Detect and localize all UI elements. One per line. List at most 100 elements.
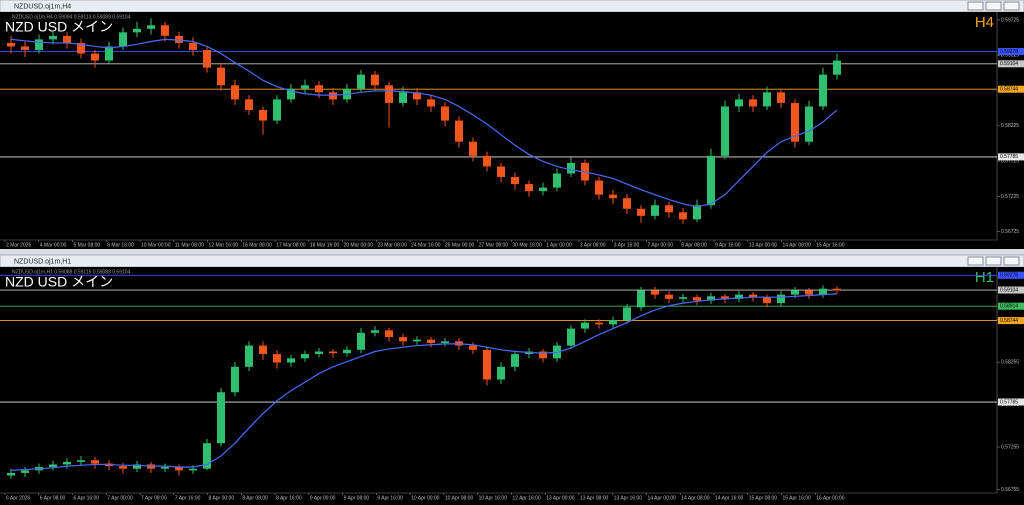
candle-body [245,99,253,110]
candle-body [147,25,155,29]
x-tick-label: 7 Apr 16:00 [175,495,201,501]
x-tick-label: 13 Apr 08:00 [580,495,609,501]
candle-body [63,35,71,43]
candle-body [819,288,827,295]
candle-body [819,74,827,107]
candle-body [413,92,421,100]
candle-body [203,49,211,68]
y-tick-label: 0.59225 [1001,53,1019,59]
candle-body [805,106,813,142]
x-tick-label: 2 Mar 2026 [6,242,32,248]
x-tick-label: 18 Mar 16:00 [310,242,340,248]
window-button[interactable] [985,1,1002,11]
price-level-label: 0.57785 [1000,399,1018,405]
candle-body [427,339,435,344]
candle-body [763,297,771,304]
moving-average [10,38,838,208]
candle-body [455,120,463,142]
price-level-label: 0.58744 [1000,87,1018,93]
chart-title: NZD USD メイン [5,274,113,290]
candle-body [609,194,617,199]
price-level-label: 0.59104 [1000,61,1018,67]
x-tick-label: 7 Apr 00:00 [647,242,673,248]
candle-body [749,294,757,298]
y-tick-label: 0.56725 [1001,229,1019,235]
x-tick-label: 17 Mar 08:00 [276,242,306,248]
price-level-label: 0.59278 [1000,273,1018,279]
x-tick-label: 6 Apr 2026 [6,495,30,501]
x-tick-label: 13 Apr 00:00 [749,242,778,248]
candle-body [203,443,211,469]
candle-body [805,290,813,295]
candle-body [259,109,267,121]
x-tick-label: 8 Apr 00:00 [209,495,235,501]
x-tick-label: 1 Apr 00:00 [546,242,572,248]
candle-body [651,205,659,216]
x-tick-label: 14 Apr 00:00 [647,495,676,501]
x-tick-label: 12 Apr 16:00 [512,495,541,501]
x-tick-label: 7 Apr 08:00 [141,495,167,501]
candle-body [49,35,57,40]
candle-body [679,297,687,299]
candle-body [469,141,477,156]
candle-body [721,106,729,156]
candle-body [413,339,421,342]
x-tick-label: 26 Mar 00:00 [445,242,475,248]
candle-body [105,46,113,61]
window-button[interactable] [1003,256,1020,266]
candle-body [287,88,295,100]
x-tick-label: 4 Mar 00:00 [40,242,67,248]
candle-body [119,466,127,469]
x-tick-label: 16 Mar 08:00 [242,242,272,248]
candle-body [287,358,295,363]
y-tick-label: 0.56755 [1001,487,1019,493]
price-level-tag [998,153,1024,161]
candle-body [623,198,631,209]
x-tick-label: 10 Apr 00:00 [411,495,440,501]
window-button[interactable] [967,256,984,266]
candle-body [623,307,631,321]
x-tick-label: 13 Apr 16:00 [614,495,643,501]
window-button[interactable] [967,1,984,11]
candle-body [399,337,407,342]
x-tick-label: 6 Apr 08:00 [40,495,66,501]
x-tick-label: 10 Mar 00:00 [141,242,171,248]
candle-body [175,35,183,43]
candle-body [595,180,603,195]
price-level-tag [998,48,1024,56]
window-button[interactable] [985,256,1002,266]
candle-body [231,85,239,100]
candle-body [329,92,337,100]
x-tick-label: 9 Apr 00:00 [310,495,336,501]
candle-body [77,460,85,462]
y-tick-label: 0.57225 [1001,194,1019,200]
candle-body [91,53,99,61]
x-tick-label: 12 Mar 16:00 [209,242,239,248]
candle-body [707,155,715,206]
x-tick-label: 30 Mar 16:00 [512,242,542,248]
candle-body [273,99,281,121]
candle-body [567,162,575,174]
candle-body [21,46,29,50]
x-tick-label: 9 Apr 08:00 [344,495,370,501]
chart-area [0,12,1024,249]
window-button[interactable] [1003,1,1020,11]
window-title-bar [0,254,1024,268]
candle-body [399,92,407,103]
candle-body [63,461,71,465]
price-level-tag [998,398,1024,406]
candle-body [833,60,841,75]
candle-body [343,349,351,354]
x-tick-label: 10 Apr 16:00 [479,495,508,501]
price-level-tag [998,286,1024,294]
candle-body [483,349,491,380]
candle-body [637,208,645,216]
x-tick-label: 7 Apr 00:00 [107,495,133,501]
timeframe-label: H4 [975,14,994,31]
candle-body [217,67,225,86]
candle-body [329,351,337,354]
x-tick-label: 8 Apr 08:00 [681,242,707,248]
candle-body [161,25,169,36]
candle-body [735,294,743,299]
